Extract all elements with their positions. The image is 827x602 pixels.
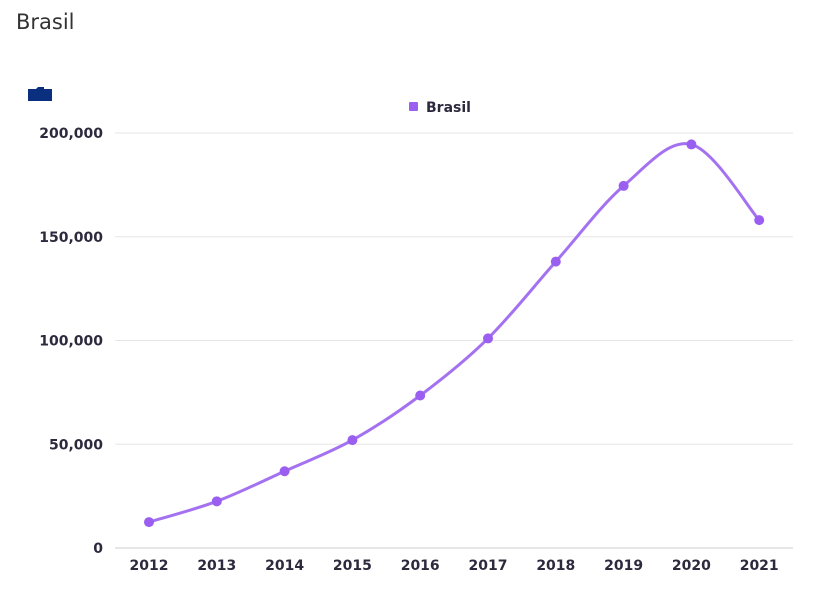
legend-label: Brasil [426, 100, 471, 116]
data-point[interactable] [550, 256, 561, 267]
data-point[interactable] [144, 517, 154, 528]
series-points [144, 139, 765, 528]
x-axis-ticks: 2012 2013 2014 2015 2016 2017 2018 2019 2020 2021 [130, 558, 779, 574]
legend-swatch [409, 102, 418, 111]
x-tick-label: 2015 [333, 558, 372, 574]
folder-icon[interactable] [27, 87, 53, 102]
page-title: Brasil [16, 10, 75, 34]
y-axis-ticks: 0 50,000 100,000 150,000 200,000 [39, 126, 103, 557]
x-tick-label: 2013 [197, 558, 236, 574]
x-tick-label: 2020 [672, 558, 711, 574]
data-point[interactable] [754, 215, 765, 226]
grid-lines [115, 132, 793, 549]
x-tick-label: 2018 [536, 558, 575, 574]
series-lines [147, 142, 761, 524]
x-tick-label: 2017 [469, 558, 508, 574]
y-tick-label: 0 [93, 541, 103, 557]
data-point[interactable] [211, 496, 222, 507]
series-line [147, 142, 761, 524]
folder-icon-shape [28, 87, 52, 101]
x-tick-label: 2021 [740, 558, 779, 574]
y-tick-label: 50,000 [49, 437, 103, 453]
y-tick-label: 100,000 [39, 334, 103, 350]
x-tick-label: 2014 [265, 558, 304, 574]
legend[interactable]: Brasil [409, 100, 471, 116]
x-tick-label: 2016 [401, 558, 440, 574]
data-point[interactable] [686, 139, 697, 150]
x-tick-label: 2019 [604, 558, 643, 574]
y-tick-label: 150,000 [39, 230, 103, 246]
y-tick-label: 200,000 [39, 126, 103, 142]
data-point[interactable] [279, 466, 290, 477]
data-point[interactable] [415, 390, 426, 401]
data-point[interactable] [347, 435, 358, 446]
data-point[interactable] [618, 180, 629, 191]
x-tick-label: 2012 [130, 558, 169, 574]
data-point[interactable] [483, 333, 493, 344]
